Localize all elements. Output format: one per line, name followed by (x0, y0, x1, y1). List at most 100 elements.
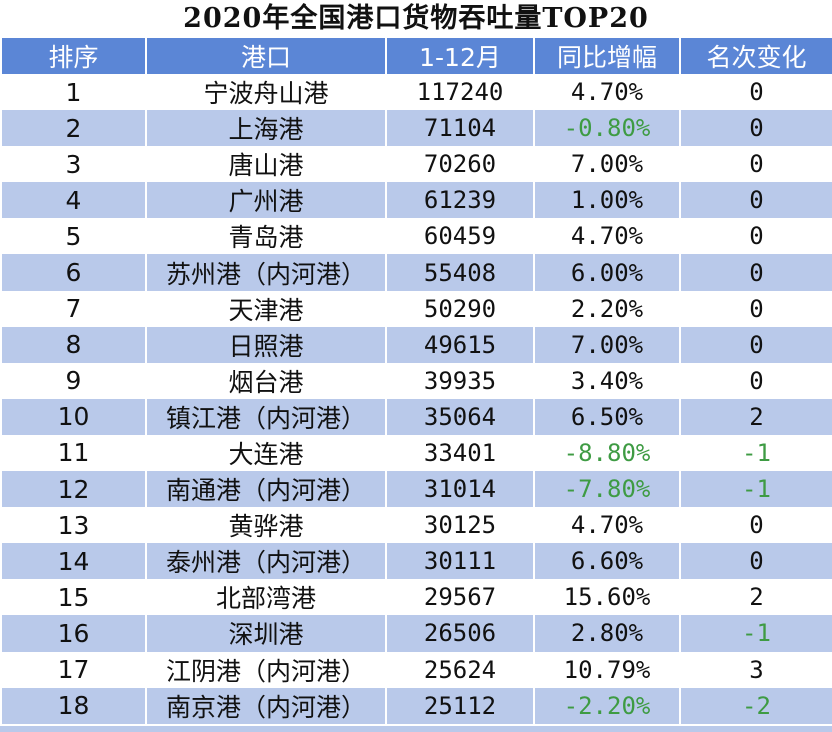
throughput-cell: 31014 (385, 471, 535, 508)
column-header-rank: 排序 (0, 38, 147, 74)
throughput-cell: 117240 (385, 74, 535, 111)
yoy-cell: -0.80% (533, 110, 681, 147)
yoy-cell: 2.80% (533, 615, 681, 652)
rank-cell: 13 (0, 507, 147, 544)
throughput-cell: 39935 (385, 362, 535, 399)
rank-change-cell: 0 (679, 110, 832, 147)
rank-cell: 15 (0, 579, 147, 616)
table-row: 10 镇江港（内河港） 35064 6.50% 2 (0, 398, 832, 435)
port-cell: 深圳港 (145, 615, 387, 652)
throughput-cell: 25112 (385, 687, 535, 724)
table-row: 4 广州港 61239 1.00% 0 (0, 182, 832, 219)
table-row: 13 黄骅港 30125 4.70% 0 (0, 507, 832, 544)
rank-cell: 4 (0, 182, 147, 219)
rank-cell: 7 (0, 290, 147, 327)
table-row: 5 青岛港 60459 4.70% 0 (0, 218, 832, 255)
port-cell: 上海港 (145, 110, 387, 147)
rank-cell: 18 (0, 687, 147, 724)
rank-change-cell: 0 (679, 326, 832, 363)
rank-cell: 11 (0, 434, 147, 472)
throughput-cell: 70260 (385, 146, 535, 183)
table-title: 2020年全国港口货物吞吐量TOP20 (183, 3, 649, 34)
rank-change-cell: -1 (679, 434, 832, 472)
throughput-cell: 25624 (385, 651, 535, 688)
yoy-cell: -8.80% (533, 434, 681, 472)
rank-cell: 1 (0, 74, 147, 111)
table-row: 18 南京港（内河港） 25112 -2.20% -2 (0, 687, 832, 724)
throughput-cell: 60459 (385, 218, 535, 255)
throughput-cell: 61239 (385, 182, 535, 219)
column-header-rank-change: 名次变化 (679, 38, 832, 74)
table-row: 2 上海港 71104 -0.80% 0 (0, 110, 832, 147)
port-cell: 泰州港（内河港） (145, 543, 387, 580)
rank-cell: 5 (0, 218, 147, 255)
rank-change-cell: 0 (679, 74, 832, 111)
rank-change-cell: -1 (679, 471, 832, 508)
table-row: 9 烟台港 39935 3.40% 0 (0, 362, 832, 399)
rank-cell: 12 (0, 471, 147, 508)
rank-change-cell: 0 (679, 218, 832, 255)
rank-cell: 14 (0, 543, 147, 580)
rank-change-cell: -1 (679, 615, 832, 652)
port-cell: 宁波舟山港 (145, 74, 387, 111)
port-cell: 江阴港（内河港） (145, 651, 387, 688)
table-row: 15 北部湾港 29567 15.60% 2 (0, 579, 832, 616)
rank-change-cell: 0 (679, 507, 832, 544)
rank-change-cell: 2 (679, 579, 832, 616)
rank-cell: 9 (0, 362, 147, 399)
rank-cell: 3 (0, 146, 147, 183)
yoy-cell: 6.60% (533, 543, 681, 580)
table-row: 8 日照港 49615 7.00% 0 (0, 326, 832, 363)
rank-change-cell: 0 (679, 182, 832, 219)
port-cell: 日照港 (145, 326, 387, 363)
truncated-next-row (0, 726, 832, 732)
rank-cell: 8 (0, 326, 147, 363)
table-row: 3 唐山港 70260 7.00% 0 (0, 146, 832, 183)
yoy-cell: 1.00% (533, 182, 681, 219)
rank-change-cell: 0 (679, 362, 832, 399)
port-cell: 广州港 (145, 182, 387, 219)
port-cell: 烟台港 (145, 362, 387, 399)
yoy-cell: 4.70% (533, 507, 681, 544)
rank-cell: 6 (0, 254, 147, 291)
yoy-cell: 7.00% (533, 146, 681, 183)
rank-change-cell: 0 (679, 254, 832, 291)
yoy-cell: 7.00% (533, 326, 681, 363)
throughput-cell: 49615 (385, 326, 535, 363)
throughput-cell: 35064 (385, 398, 535, 435)
port-cell: 唐山港 (145, 146, 387, 183)
port-cell: 青岛港 (145, 218, 387, 255)
table-row: 1 宁波舟山港 117240 4.70% 0 (0, 74, 832, 111)
yoy-cell: 6.00% (533, 254, 681, 291)
throughput-cell: 50290 (385, 290, 535, 327)
column-header-yoy-growth: 同比增幅 (533, 38, 681, 74)
throughput-cell: 55408 (385, 254, 535, 291)
table-row: 14 泰州港（内河港） 30111 6.60% 0 (0, 543, 832, 580)
throughput-cell: 30111 (385, 543, 535, 580)
rank-change-cell: 0 (679, 146, 832, 183)
throughput-cell: 30125 (385, 507, 535, 544)
table-row: 6 苏州港（内河港） 55408 6.00% 0 (0, 254, 832, 291)
table-row: 7 天津港 50290 2.20% 0 (0, 290, 832, 327)
column-header-throughput: 1-12月 (385, 38, 535, 74)
table-row: 12 南通港（内河港） 31014 -7.80% -1 (0, 471, 832, 508)
rank-change-cell: 0 (679, 290, 832, 327)
yoy-cell: 2.20% (533, 290, 681, 327)
rank-cell: 17 (0, 651, 147, 688)
throughput-cell: 29567 (385, 579, 535, 616)
port-cell: 镇江港（内河港） (145, 398, 387, 435)
table-row: 16 深圳港 26506 2.80% -1 (0, 615, 832, 652)
yoy-cell: 6.50% (533, 398, 681, 435)
table-body: 1 宁波舟山港 117240 4.70% 0 2 上海港 71104 -0.80… (0, 74, 832, 724)
port-cell: 苏州港（内河港） (145, 254, 387, 291)
port-cell: 北部湾港 (145, 579, 387, 616)
rank-change-cell: 2 (679, 398, 832, 435)
port-throughput-table: 排序 港口 1-12月 同比增幅 名次变化 1 宁波舟山港 117240 4.7… (0, 38, 832, 724)
column-header-port: 港口 (145, 38, 387, 74)
table-header: 排序 港口 1-12月 同比增幅 名次变化 (0, 38, 832, 74)
port-cell: 南京港（内河港） (145, 687, 387, 724)
yoy-cell: 15.60% (533, 579, 681, 616)
rank-change-cell: 3 (679, 651, 832, 688)
throughput-cell: 71104 (385, 110, 535, 147)
port-cell: 南通港（内河港） (145, 471, 387, 508)
